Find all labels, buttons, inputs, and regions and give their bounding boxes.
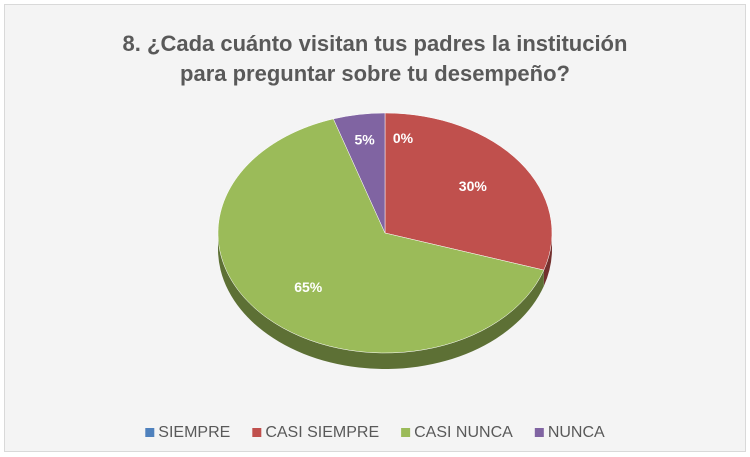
legend-swatch	[145, 428, 155, 437]
data-label: 5%	[355, 131, 376, 147]
legend-swatch	[534, 428, 544, 437]
pie-slice	[217, 118, 545, 354]
data-label: 30%	[459, 178, 488, 194]
chart-title: 8. ¿Cada cuánto visitan tus padres la in…	[123, 31, 628, 56]
legend-label: CASI NUNCA	[414, 424, 513, 441]
legend-label: NUNCA	[548, 424, 605, 441]
pie-slice	[333, 112, 386, 234]
legend-swatch	[252, 428, 262, 437]
pie-slice	[384, 112, 553, 271]
data-label: 65%	[294, 279, 323, 295]
legend-swatch	[401, 428, 411, 437]
data-label: 0%	[393, 130, 414, 146]
chart-title: para preguntar sobre tu desempeño?	[180, 61, 570, 86]
legend-label: CASI SIEMPRE	[265, 424, 379, 441]
legend-label: SIEMPRE	[158, 424, 230, 441]
